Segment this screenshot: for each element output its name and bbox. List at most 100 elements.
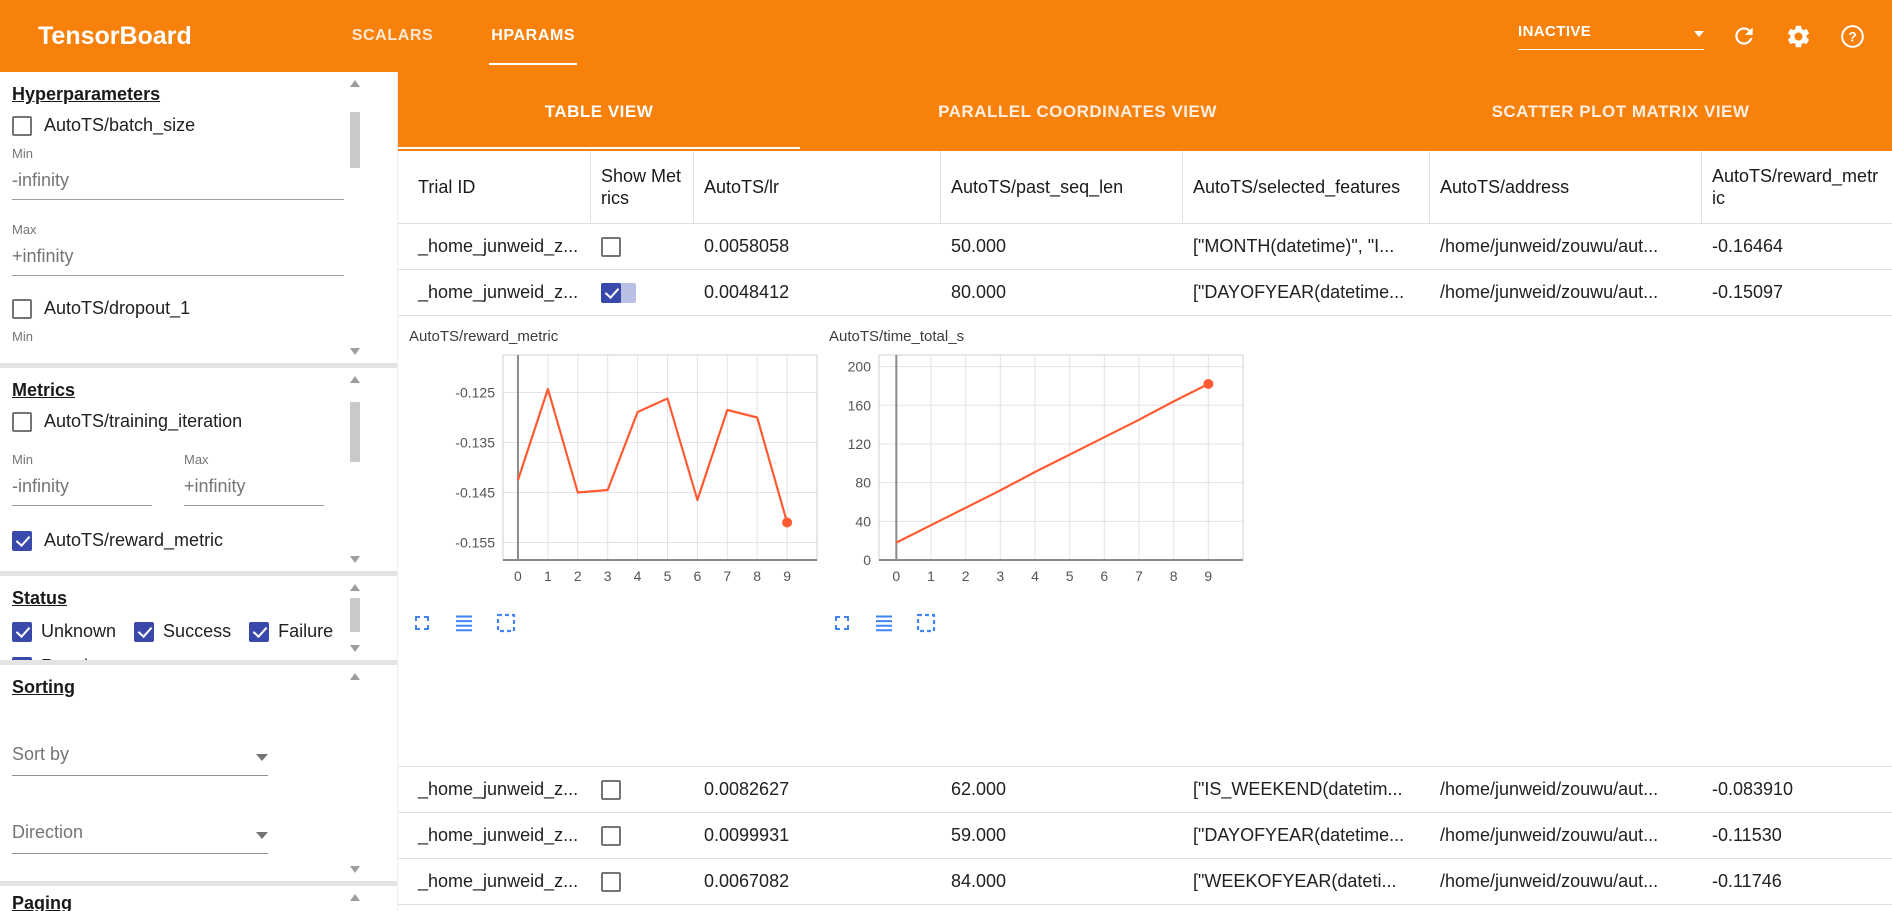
scroll-up-icon[interactable] (350, 80, 360, 87)
column-header-show-metrics[interactable]: Show Metrics (591, 151, 694, 223)
show-metrics-checkbox[interactable] (601, 282, 621, 303)
scroll-up-icon[interactable] (350, 894, 360, 901)
trial-id-cell: _home_junweid_z... (418, 779, 579, 799)
checkbox-icon[interactable] (12, 298, 32, 319)
checkbox-icon[interactable] (12, 530, 32, 551)
sort-by-placeholder: Sort by (12, 744, 70, 764)
show-metrics-checkbox[interactable] (601, 779, 621, 800)
address-cell: /home/junweid/zouwu/aut... (1440, 825, 1659, 845)
batch-size-max-field: Max +infinity (12, 222, 345, 276)
column-header-reward-metric[interactable]: AutoTS/reward_metric (1712, 165, 1879, 209)
selected-features-cell: ["IS_WEEKEND(datetim... (1193, 779, 1403, 799)
show-metrics-checkbox[interactable] (601, 236, 621, 257)
svg-text:-0.135: -0.135 (455, 435, 495, 451)
checkbox-icon[interactable] (12, 411, 32, 432)
fullscreen-icon[interactable] (830, 611, 854, 635)
table-row[interactable]: _home_junweid_z... 0.0099931 59.000 ["DA… (398, 813, 1892, 859)
scrollbar[interactable] (349, 584, 361, 652)
lr-cell: 0.0099931 (704, 825, 790, 845)
fullscreen-icon[interactable] (410, 611, 434, 635)
trial-id-cell: _home_junweid_z... (418, 871, 579, 891)
column-header-lr[interactable]: AutoTS/lr (694, 151, 941, 223)
status-label: Success (163, 621, 232, 641)
checkbox-icon[interactable] (12, 621, 32, 642)
hparam-batch-size-row[interactable]: AutoTS/batch_size (12, 115, 345, 136)
tab-hparams[interactable]: HPARAMS (489, 0, 578, 72)
scroll-up-icon[interactable] (350, 673, 360, 680)
table-row[interactable]: _home_junweid_z... 0.0082627 62.000 ["IS… (398, 767, 1892, 813)
min-input[interactable]: -infinity (12, 165, 344, 200)
checkbox-icon[interactable] (134, 621, 155, 642)
region-select-icon[interactable] (914, 611, 938, 635)
table-row[interactable]: _home_junweid_z... 0.0067082 84.000 ["WE… (398, 859, 1892, 905)
scrollbar[interactable] (349, 376, 361, 563)
refresh-icon[interactable] (1730, 22, 1758, 50)
scroll-down-icon[interactable] (350, 556, 360, 563)
direction-select[interactable]: Direction (12, 822, 268, 854)
status-option-failure[interactable]: Failure (249, 621, 333, 642)
scrollbar[interactable] (349, 673, 361, 873)
tab-scalars[interactable]: SCALARS (351, 27, 434, 44)
selected-features-cell: ["DAYOFYEAR(datetime... (1193, 825, 1405, 845)
svg-text:2: 2 (962, 568, 970, 584)
column-header-address[interactable]: AutoTS/address (1430, 151, 1702, 223)
gear-icon[interactable] (1784, 22, 1812, 50)
column-header-trial-id[interactable]: Trial ID (398, 151, 591, 223)
scroll-down-icon[interactable] (350, 866, 360, 873)
status-option-success[interactable]: Success (134, 621, 231, 642)
scroll-up-icon[interactable] (350, 376, 360, 383)
scrollbar-thumb[interactable] (350, 402, 360, 462)
svg-text:9: 9 (783, 568, 791, 584)
status-dropdown[interactable]: INACTIVE (1518, 23, 1704, 50)
hparam-dropout-row[interactable]: AutoTS/dropout_1 (12, 298, 345, 319)
column-header-past-seq-len[interactable]: AutoTS/past_seq_len (941, 151, 1183, 223)
reward-metric-chart-card: AutoTS/reward_metric -0.125 -0.135 -0.145-… (407, 328, 827, 635)
scrollbar[interactable] (349, 894, 361, 903)
checkbox-icon[interactable] (12, 115, 32, 136)
metric-training-iteration-row[interactable]: AutoTS/training_iteration (12, 411, 345, 432)
help-icon[interactable]: ? (1838, 22, 1866, 50)
scrollbar-thumb[interactable] (350, 598, 360, 632)
table-row[interactable]: _home_junweid_z... 0.0058058 50.000 ["MO… (398, 224, 1892, 270)
show-metrics-checkbox[interactable] (601, 825, 621, 846)
scroll-up-icon[interactable] (350, 584, 360, 591)
table-row[interactable]: _home_junweid_z... 0.0048412 80.000 ["DA… (398, 270, 1892, 316)
metric-reward-metric-row[interactable]: AutoTS/reward_metric (12, 530, 345, 551)
show-metrics-checkbox[interactable] (601, 871, 621, 892)
svg-text:40: 40 (855, 513, 871, 529)
scrollbar[interactable] (349, 80, 361, 355)
scrollbar-thumb[interactable] (350, 112, 360, 168)
batch-size-min-field: Min -infinity (12, 146, 345, 200)
max-input[interactable]: +infinity (184, 471, 324, 506)
status-option-running[interactable]: Running (12, 656, 108, 660)
checkbox-icon[interactable] (249, 621, 270, 642)
reward-metric-cell: -0.083910 (1712, 779, 1794, 799)
scroll-down-icon[interactable] (350, 645, 360, 652)
hparams-main: TABLE VIEW PARALLEL COORDINATES VIEW SCA… (398, 72, 1892, 911)
tab-parallel-coordinates-view[interactable]: PARALLEL COORDINATES VIEW (938, 101, 1217, 121)
data-list-icon[interactable] (872, 611, 896, 635)
max-field: Max +infinity (184, 452, 324, 506)
tab-table-view[interactable]: TABLE VIEW (398, 72, 800, 151)
max-input[interactable]: +infinity (12, 241, 344, 276)
sort-by-select[interactable]: Sort by (12, 744, 268, 776)
scroll-down-icon[interactable] (350, 348, 360, 355)
trial-id-cell: _home_junweid_z... (418, 825, 579, 845)
reward-metric-line-chart: -0.125 -0.135 -0.145 -0.155 0 1 2 3 4 5 6 7 8 9 (455, 354, 818, 584)
svg-text:80: 80 (855, 475, 871, 491)
checkbox-icon[interactable] (12, 656, 32, 660)
lr-cell: 0.0048412 (704, 282, 790, 302)
status-option-unknown[interactable]: Unknown (12, 621, 116, 642)
min-input[interactable]: -infinity (12, 471, 152, 506)
status-panel: Status Unknown Success Failure R (0, 576, 397, 665)
hparam-label: AutoTS/batch_size (44, 115, 196, 135)
status-label: Failure (278, 621, 334, 641)
chart-toolbar (410, 611, 827, 635)
tab-scatter-plot-matrix-view[interactable]: SCATTER PLOT MATRIX VIEW (1491, 101, 1750, 121)
region-select-icon[interactable] (494, 611, 518, 635)
data-list-icon[interactable] (452, 611, 476, 635)
selected-features-cell: ["DAYOFYEAR(datetime... (1193, 282, 1405, 302)
chevron-down-icon (256, 832, 268, 839)
column-header-selected-features[interactable]: AutoTS/selected_features (1183, 151, 1430, 223)
